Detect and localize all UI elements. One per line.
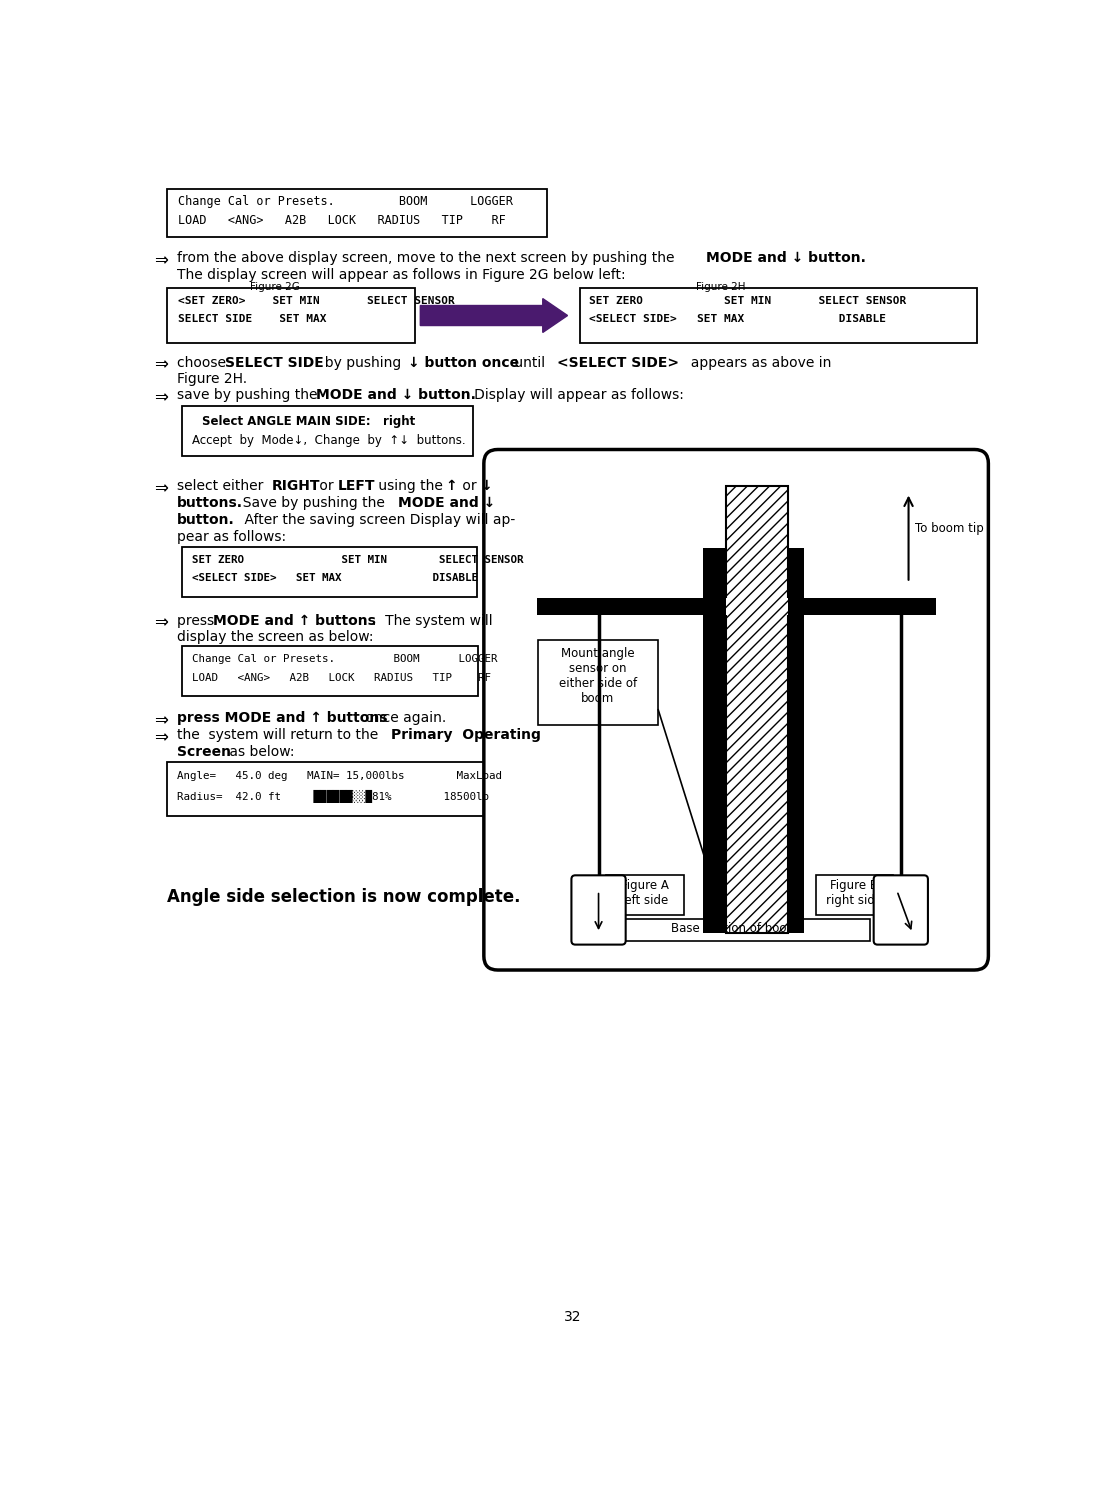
Text: Change Cal or Presets.         BOOM      LOGGER: Change Cal or Presets. BOOM LOGGER: [179, 195, 513, 208]
Text: MODE and ↓ button.: MODE and ↓ button.: [316, 388, 476, 402]
Text: button.: button.: [177, 513, 235, 526]
Text: or: or: [457, 478, 481, 494]
Text: RIGHT: RIGHT: [272, 478, 320, 494]
Text: buttons.: buttons.: [177, 495, 243, 510]
FancyArrow shape: [420, 298, 568, 333]
Text: until: until: [510, 356, 555, 369]
Text: MODE and ↓ button.: MODE and ↓ button.: [705, 251, 865, 266]
Text: ↓ button once: ↓ button once: [408, 356, 519, 369]
Bar: [182, 405, 473, 456]
Bar: [167, 288, 415, 344]
Bar: [598, 920, 870, 940]
Text: 32: 32: [565, 1311, 581, 1324]
Text: ↓: ↓: [481, 478, 492, 494]
Bar: [727, 598, 788, 615]
Text: Figure 2G: Figure 2G: [250, 282, 301, 291]
Bar: [727, 598, 788, 615]
Text: Display will appear as follows:: Display will appear as follows:: [462, 388, 684, 402]
Text: <SELECT SIDE>: <SELECT SIDE>: [557, 356, 679, 369]
Bar: [727, 486, 788, 933]
FancyBboxPatch shape: [571, 876, 626, 945]
Text: Figure A
left side: Figure A left side: [622, 879, 669, 908]
Bar: [538, 640, 659, 724]
Text: SET ZERO            SET MIN       SELECT SENSOR: SET ZERO SET MIN SELECT SENSOR: [589, 296, 907, 306]
Text: SET ZERO               SET MIN        SELECT SENSOR: SET ZERO SET MIN SELECT SENSOR: [192, 555, 524, 566]
Text: The display screen will appear as follows in Figure 2G below left:: The display screen will appear as follow…: [177, 268, 626, 282]
Text: LEFT: LEFT: [338, 478, 376, 494]
Text: MODE and ↑ buttons: MODE and ↑ buttons: [214, 614, 377, 627]
Text: Base section of boom: Base section of boom: [671, 922, 797, 936]
Text: Screen: Screen: [177, 746, 231, 759]
Bar: [167, 189, 547, 237]
Text: ⇒: ⇒: [153, 478, 168, 496]
Text: or: or: [315, 478, 338, 494]
Bar: [606, 876, 684, 915]
Text: ⇒: ⇒: [153, 251, 168, 268]
Text: from the above display screen, move to the next screen by pushing the: from the above display screen, move to t…: [177, 251, 679, 266]
Bar: [788, 548, 804, 933]
Bar: [703, 548, 727, 933]
Text: save by pushing the: save by pushing the: [177, 388, 322, 402]
Bar: [182, 546, 477, 597]
Text: ⇒: ⇒: [153, 388, 168, 406]
Text: SELECT SIDE: SELECT SIDE: [225, 356, 324, 369]
Text: the  system will return to the: the system will return to the: [177, 728, 382, 742]
Text: ↑: ↑: [445, 478, 457, 494]
Text: ⇒: ⇒: [153, 728, 168, 746]
FancyBboxPatch shape: [873, 876, 928, 945]
Text: by pushing: by pushing: [316, 356, 406, 369]
Text: Accept  by  Mode↓,  Change  by  ↑↓  buttons.: Accept by Mode↓, Change by ↑↓ buttons.: [192, 433, 466, 447]
Text: Primary  Operating: Primary Operating: [391, 728, 541, 742]
Text: Angle=   45.0 deg   MAIN= 15,000lbs        MaxLoad: Angle= 45.0 deg MAIN= 15,000lbs MaxLoad: [177, 771, 502, 780]
Bar: [815, 876, 893, 915]
Text: <SELECT SIDE>   SET MAX              DISABLE: <SELECT SIDE> SET MAX DISABLE: [192, 573, 479, 584]
Text: ⇒: ⇒: [153, 614, 168, 632]
Text: Figure 2H.: Figure 2H.: [177, 372, 247, 387]
Text: To boom tip: To boom tip: [915, 522, 984, 536]
Text: Select ANGLE MAIN SIDE:   right: Select ANGLE MAIN SIDE: right: [201, 416, 415, 428]
Text: Radius=  42.0 ft     ██████░░█81%        18500lb: Radius= 42.0 ft ██████░░█81% 18500lb: [177, 790, 489, 802]
Text: LOAD   <ANG>   A2B   LOCK   RADIUS   TIP    RF: LOAD <ANG> A2B LOCK RADIUS TIP RF: [192, 674, 492, 682]
Text: After the saving screen Display will ap-: After the saving screen Display will ap-: [227, 513, 514, 526]
Text: pear as follows:: pear as follows:: [177, 530, 286, 543]
Text: Save by pushing the: Save by pushing the: [235, 495, 389, 510]
Text: ⇒: ⇒: [153, 711, 168, 729]
Text: Mount angle
sensor on
either side of
boom: Mount angle sensor on either side of boo…: [559, 646, 637, 705]
Text: Change Cal or Presets.         BOOM      LOGGER: Change Cal or Presets. BOOM LOGGER: [192, 654, 498, 664]
FancyBboxPatch shape: [484, 450, 988, 970]
Text: <SET ZERO>    SET MIN       SELECT SENSOR: <SET ZERO> SET MIN SELECT SENSOR: [179, 296, 455, 306]
Text: .  The system will: . The system will: [372, 614, 493, 627]
Text: Angle side selection is now complete.: Angle side selection is now complete.: [167, 888, 520, 906]
Bar: [167, 762, 566, 816]
Text: display the screen as below:: display the screen as below:: [177, 630, 373, 645]
Bar: [182, 646, 479, 696]
Bar: [580, 288, 977, 344]
Text: LOAD   <ANG>   A2B   LOCK   RADIUS   TIP    RF: LOAD <ANG> A2B LOCK RADIUS TIP RF: [179, 214, 506, 226]
Text: ⇒: ⇒: [153, 356, 168, 374]
Text: appears as above in: appears as above in: [682, 356, 832, 369]
Text: select either: select either: [177, 478, 267, 494]
Text: as below:: as below:: [225, 746, 294, 759]
Text: choose: choose: [177, 356, 230, 369]
Text: SELECT SIDE    SET MAX              DISABLE: SELECT SIDE SET MAX DISABLE: [179, 314, 468, 324]
Text: Figure B
right side: Figure B right side: [826, 879, 882, 908]
Text: Figure 2H: Figure 2H: [697, 282, 746, 291]
Text: press MODE and ↑ buttons: press MODE and ↑ buttons: [177, 711, 388, 726]
Bar: [537, 598, 936, 615]
Text: MODE and ↓: MODE and ↓: [398, 495, 495, 510]
Text: <SELECT SIDE>   SET MAX              DISABLE: <SELECT SIDE> SET MAX DISABLE: [589, 314, 887, 324]
Text: press: press: [177, 614, 218, 627]
Text: once again.: once again.: [361, 711, 446, 726]
Text: using the: using the: [373, 478, 447, 494]
